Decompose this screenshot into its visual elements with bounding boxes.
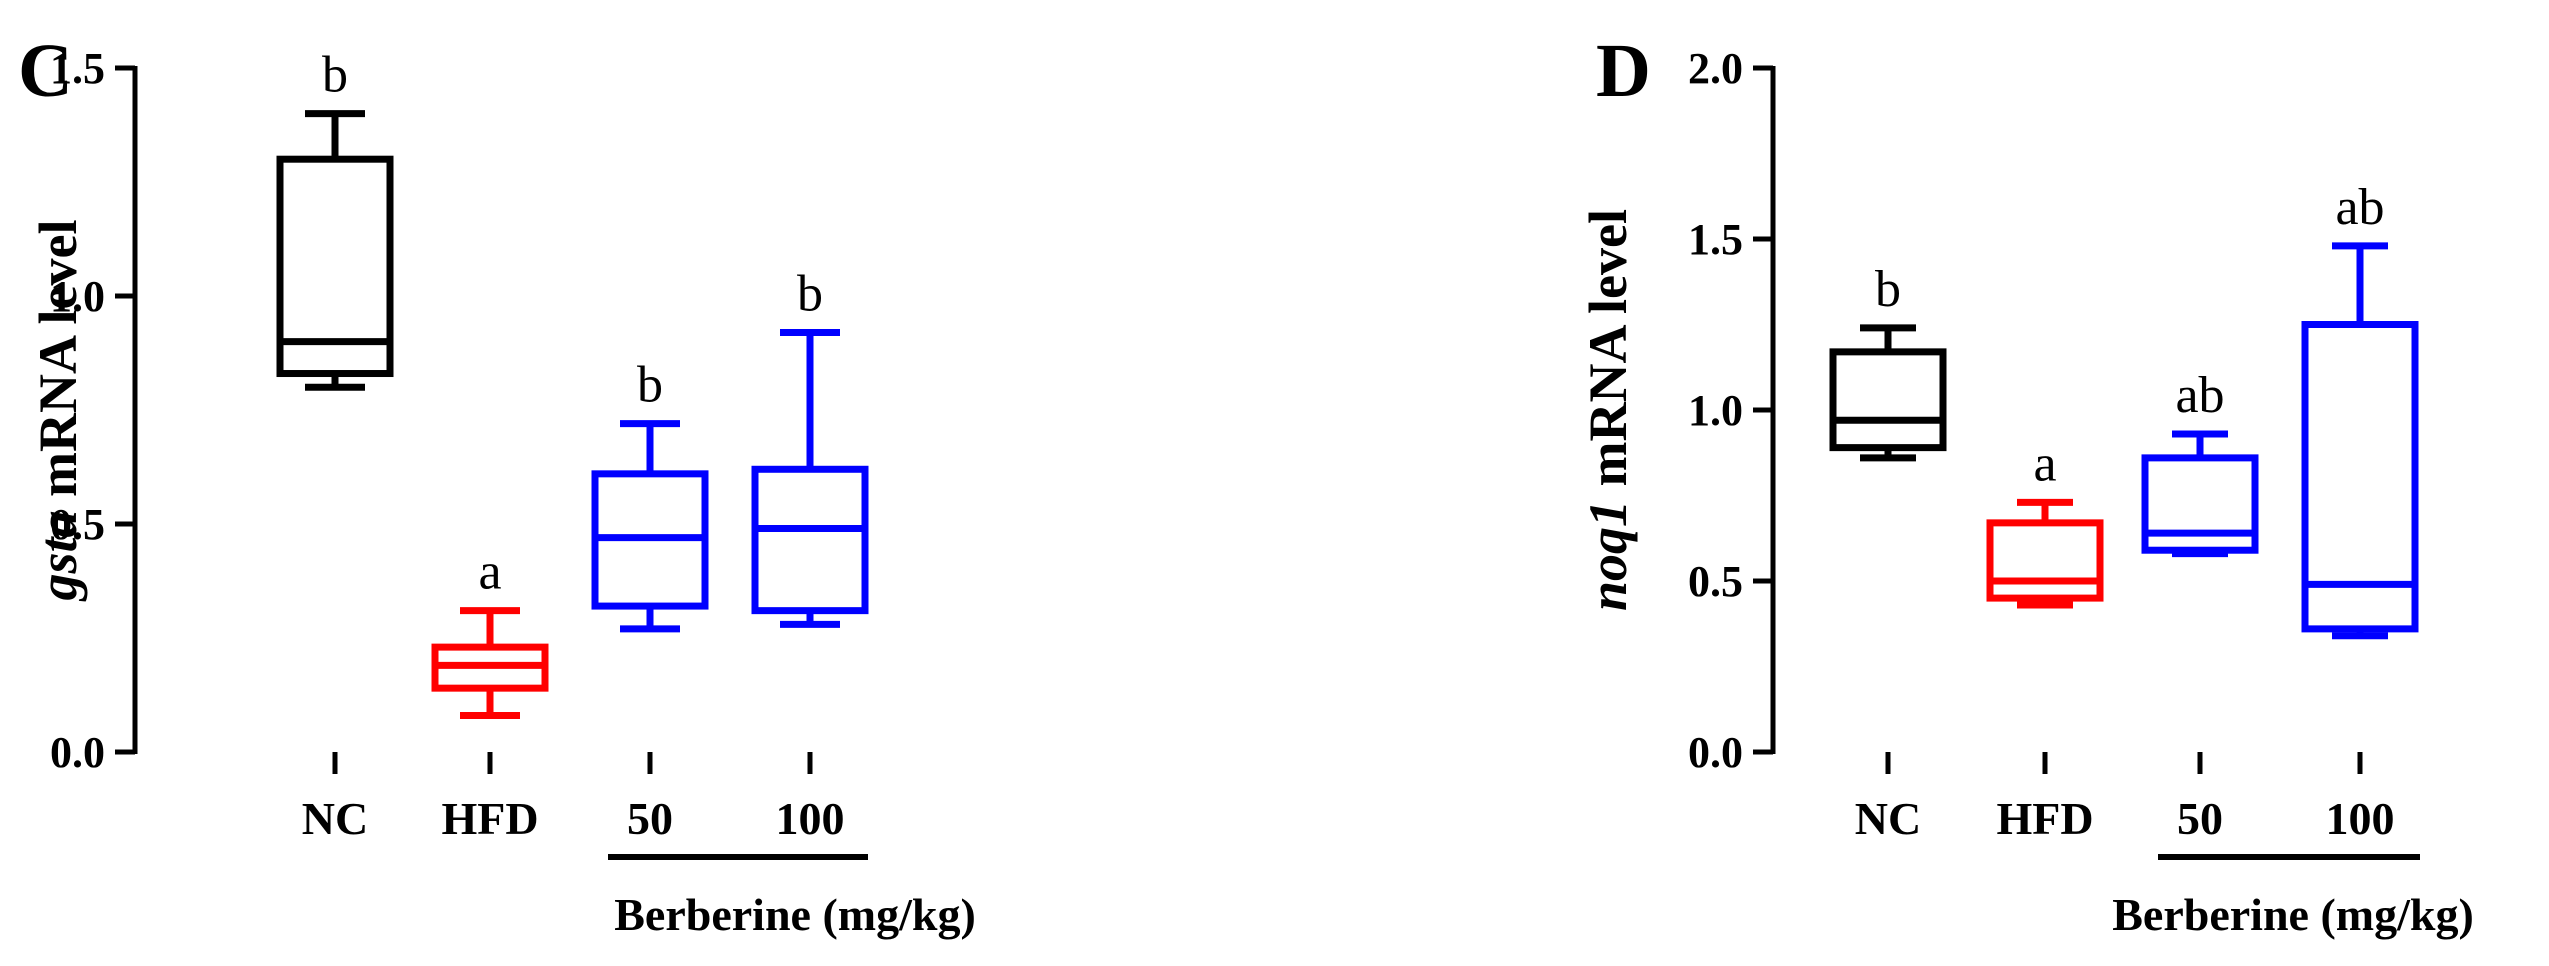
chart-panel-C: C 0.0 0.5 1.0 1.5 gsta mRNA level b NC a HFD b 50 b 1… — [18, 29, 976, 940]
box-iqr — [1829, 348, 1947, 452]
box-100 — [2301, 242, 2419, 640]
y-axis-label-gene: gsta — [28, 510, 88, 601]
group-label: Berberine (mg/kg) — [614, 889, 976, 940]
box-HFD — [431, 607, 549, 720]
y-tick-label: 0.0 — [1688, 728, 1743, 777]
y-tick-label: 0.0 — [50, 728, 105, 777]
y-tick-label: 1.5 — [50, 44, 105, 93]
x-category-label: HFD — [1996, 793, 2093, 844]
y-axis-label-text: mRNA level — [1578, 209, 1638, 500]
y-tick-label: 1.0 — [50, 272, 105, 321]
x-category-label: 50 — [2177, 793, 2223, 844]
y-axis-label-text: mRNA level — [28, 220, 88, 511]
box-50 — [591, 420, 709, 633]
y-tick-label: 1.5 — [1688, 215, 1743, 264]
x-category-label: HFD — [441, 793, 538, 844]
group-label: Berberine (mg/kg) — [2112, 889, 2474, 940]
x-category-label: NC — [1855, 793, 1921, 844]
box-iqr — [1986, 519, 2104, 602]
y-tick-label: 2.0 — [1688, 44, 1743, 93]
box-50 — [2141, 430, 2259, 558]
y-tick-label: 0.5 — [1688, 557, 1743, 606]
significance-label: b — [1875, 261, 1901, 318]
x-category-label: NC — [302, 793, 368, 844]
panel-letter: D — [1596, 29, 1651, 113]
box-HFD — [1986, 498, 2104, 609]
box-100 — [751, 328, 869, 628]
box-NC — [276, 110, 394, 391]
y-tick-label: 0.5 — [50, 500, 105, 549]
significance-label: a — [2033, 435, 2056, 492]
chart-panel-D: D 0.0 0.5 1.0 1.5 2.0 noq1 mRNA level b NC a HFD ab… — [1578, 29, 2474, 940]
significance-label: ab — [2175, 367, 2224, 424]
significance-label: ab — [2335, 179, 2384, 236]
box-NC — [1829, 324, 1947, 462]
box-iqr — [2301, 321, 2419, 633]
significance-label: a — [478, 544, 501, 601]
x-category-label: 50 — [627, 793, 673, 844]
box-iqr — [276, 155, 394, 378]
x-category-label: 100 — [776, 793, 845, 844]
significance-label: b — [797, 265, 823, 322]
panel-letter: C — [18, 29, 73, 113]
y-axis-label: gsta mRNA level — [28, 220, 88, 602]
y-axis-label: noq1 mRNA level — [1578, 209, 1638, 611]
y-axis-label-gene: noq1 — [1578, 500, 1638, 611]
significance-label: b — [322, 47, 348, 104]
box-iqr — [751, 465, 869, 615]
significance-label: b — [637, 357, 663, 414]
y-tick-label: 1.0 — [1688, 386, 1743, 435]
x-category-label: 100 — [2326, 793, 2395, 844]
